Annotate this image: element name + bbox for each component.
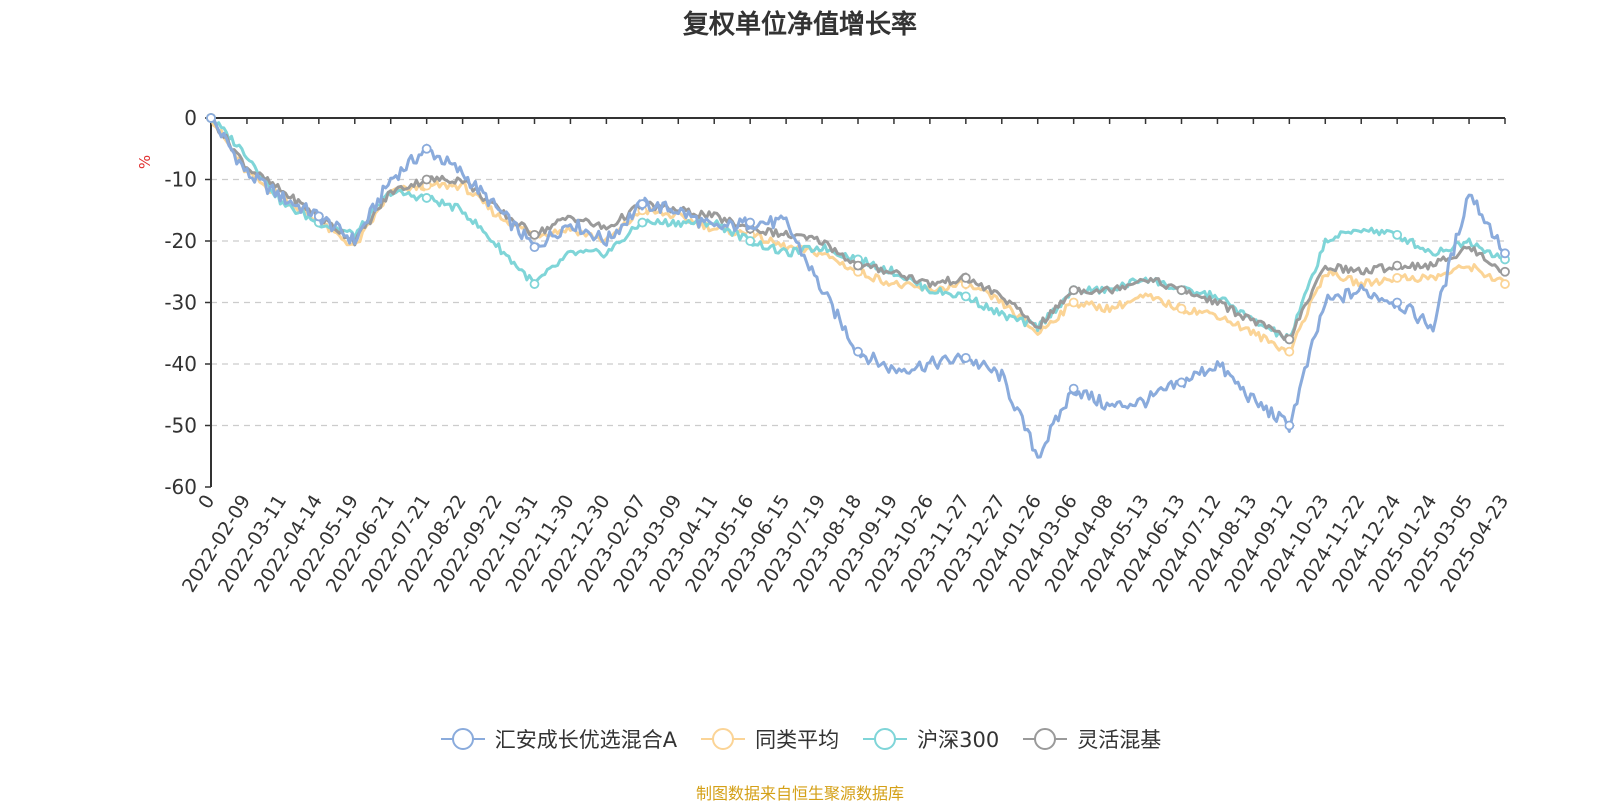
legend-item-3[interactable]: 灵活混基 (1021, 724, 1161, 754)
series-point-0 (1176, 377, 1187, 388)
series-point-1 (1284, 346, 1295, 357)
series-layer (206, 113, 1510, 459)
series-point-1 (1500, 279, 1510, 289)
series-point-2 (637, 217, 648, 228)
legend-item-2[interactable]: 沪深300 (861, 724, 999, 754)
series-point-3 (1176, 285, 1187, 296)
legend-marker-icon (1023, 728, 1068, 750)
series-point-3 (1392, 260, 1403, 271)
series-line-2 (209, 117, 1506, 341)
source-note: 制图数据来自恒生聚源数据库 (695, 784, 904, 803)
series-point-1 (1392, 272, 1403, 283)
chart-title: 复权单位净值增长率 (682, 10, 917, 40)
legend-label: 同类平均 (755, 728, 840, 752)
series-point-0 (313, 211, 324, 222)
series-point-1 (1068, 297, 1079, 308)
series-point-0 (853, 346, 863, 357)
series-point-0 (529, 242, 540, 253)
legend-label: 灵活混基 (1077, 728, 1162, 752)
series-line-1 (209, 117, 1507, 356)
legend-item-1[interactable]: 同类平均 (699, 724, 839, 754)
legend: 汇安成长优选混合A 同类平均 沪深300 灵活混基 (0, 724, 1600, 754)
legend-marker-icon (863, 728, 908, 750)
y-tick-label: -30 (164, 291, 197, 315)
y-tick-label: -60 (164, 475, 197, 499)
legend-marker-icon (440, 728, 485, 750)
series-point-3 (1068, 285, 1079, 296)
y-tick-label: -40 (164, 352, 197, 376)
series-point-2 (960, 291, 971, 302)
series-point-0 (960, 352, 971, 363)
series-point-1 (1176, 303, 1187, 314)
series-point-0 (206, 113, 216, 123)
series-line-3 (210, 116, 1506, 344)
legend-item-0[interactable]: 汇安成长优选混合A (439, 724, 677, 754)
series-point-2 (529, 279, 540, 289)
y-tick-label: 0 (184, 106, 197, 130)
x-tick-label: 0 (194, 491, 219, 513)
series-point-3 (960, 272, 971, 283)
series-point-2 (745, 236, 756, 246)
y-tick-label: -10 (164, 168, 197, 192)
series-point-2 (421, 193, 432, 203)
series-line-0 (210, 116, 1506, 459)
legend-label: 沪深300 (917, 728, 1000, 752)
series-point-0 (1392, 297, 1403, 308)
series-point-3 (853, 260, 863, 271)
series-point-0 (1068, 383, 1079, 394)
legend-marker-icon (701, 728, 746, 750)
series-point-3 (1500, 266, 1510, 277)
series-point-0 (745, 217, 756, 228)
series-point-3 (1284, 334, 1295, 345)
y-tick-label: -20 (164, 229, 197, 253)
series-point-0 (637, 199, 648, 210)
axis-layer: 0-10-20-30-40-50-6002022-02-092022-03-11… (164, 106, 1513, 596)
series-point-2 (1392, 229, 1403, 240)
y-tick-label: -50 (164, 414, 197, 438)
series-point-3 (529, 229, 540, 240)
series-point-3 (421, 174, 432, 185)
legend-label: 汇安成长优选混合A (494, 728, 678, 752)
series-point-0 (1284, 420, 1295, 431)
series-point-0 (1500, 248, 1510, 259)
y-axis-label: % (136, 155, 154, 169)
series-point-0 (421, 143, 432, 154)
